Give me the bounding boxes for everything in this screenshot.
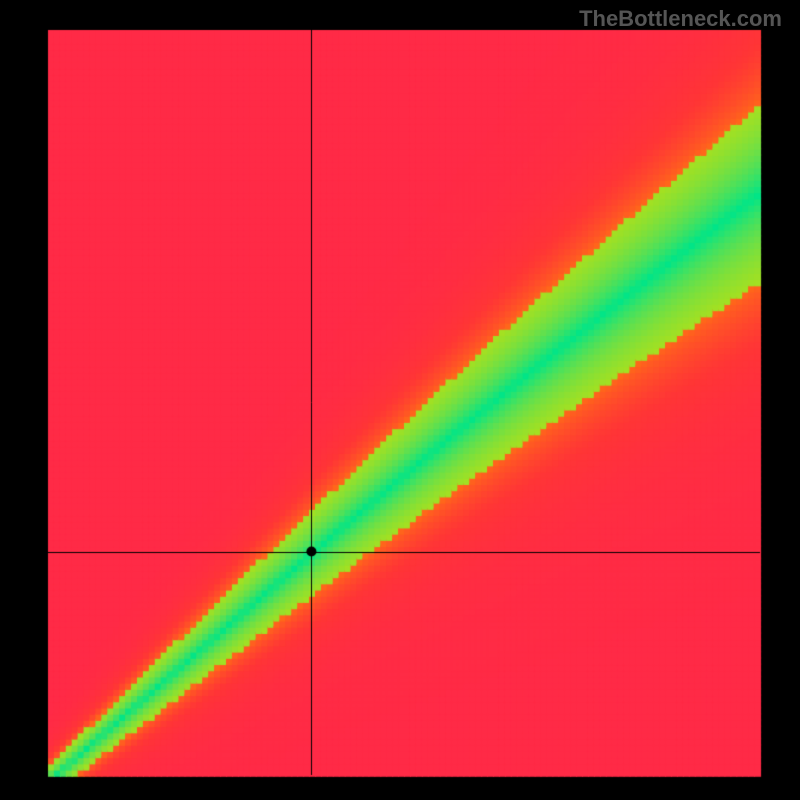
bottleneck-heatmap	[0, 0, 800, 800]
chart-container: TheBottleneck.com	[0, 0, 800, 800]
